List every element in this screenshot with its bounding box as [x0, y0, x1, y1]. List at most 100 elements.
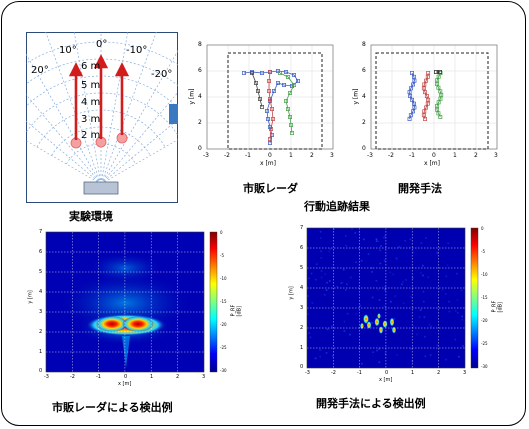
colorbar-label: P_RF [dB]	[230, 304, 243, 317]
y-axis-label: y [m]	[352, 88, 360, 105]
y-tick-7: 7	[300, 225, 304, 231]
x-axis-label: x [m]	[379, 377, 393, 383]
x-tick-2: 2	[310, 152, 314, 159]
y-tick-6: 6	[300, 245, 304, 251]
y-tick-8: 8	[198, 41, 202, 48]
y-tick-2: 2	[39, 329, 43, 335]
colorbar	[209, 231, 218, 373]
y-axis-label: y [m]	[288, 286, 295, 300]
x-tick-m1: -1	[409, 152, 415, 159]
angle-label-10: 10°	[59, 45, 77, 56]
x-tick-m3: -3	[203, 152, 209, 159]
y-tick-5: 5	[300, 265, 304, 271]
y-tick-0: 0	[39, 368, 43, 374]
y-tick-4: 4	[362, 93, 366, 100]
heatmap-developed-svg	[306, 227, 479, 369]
y-tick-0: 0	[362, 145, 366, 152]
radar-device	[83, 181, 119, 195]
x-tick-m2: -2	[224, 152, 230, 159]
angle-label-minus10: -10°	[126, 45, 148, 56]
x-tick-0: 0	[385, 370, 389, 376]
detection-commercial-caption: 市販レーダによる検出例	[52, 401, 173, 414]
y-axis-label: y [m]	[27, 290, 34, 304]
y-tick-4: 4	[300, 285, 304, 291]
x-tick-m1: -1	[96, 374, 101, 380]
x-tick-m3: -3	[44, 374, 49, 380]
y-tick-7: 7	[39, 229, 43, 235]
setup-svg	[26, 32, 178, 203]
y-tick-3: 3	[300, 305, 304, 311]
x-tick-m3: -3	[367, 152, 373, 159]
heatmap-commercial-svg	[45, 231, 218, 373]
distance-label-6m: 6 m	[81, 61, 101, 72]
x-tick-2: 2	[437, 370, 441, 376]
distance-label-2m: 2 m	[81, 130, 101, 141]
x-axis-label: x [m]	[424, 160, 440, 167]
distance-label-4m: 4 m	[81, 97, 101, 108]
tracking-developed-svg	[370, 44, 498, 150]
x-tick-3: 3	[463, 370, 467, 376]
tracking-plot-commercial: 8 6 4 2 0 y [m] -3 -2 -1 0 1 2 3 x [m]	[188, 39, 340, 174]
y-tick-6: 6	[362, 67, 366, 74]
y-tick-6: 6	[198, 67, 202, 74]
colorbar-label: P_RF [dB]	[491, 300, 504, 313]
detection-heatmap-commercial: 7 6 5 4 3 2 1 0 y [m] -3 -2 -1 0 1 2 3 x…	[28, 228, 247, 390]
colorbar-tick-25: -25	[481, 341, 488, 346]
x-tick-3: 3	[202, 374, 206, 380]
x-tick-1: 1	[453, 152, 457, 159]
x-axis-label: x [m]	[260, 160, 276, 167]
y-tick-0: 0	[300, 364, 304, 370]
x-axis-label: x [m]	[118, 381, 132, 387]
x-tick-0: 0	[268, 152, 272, 159]
colorbar-tick-20: -20	[481, 318, 488, 323]
colorbar	[470, 227, 479, 369]
colorbar-tick-30: -30	[220, 368, 227, 373]
angle-label-minus20: -20°	[151, 69, 173, 80]
y-tick-2: 2	[300, 325, 304, 331]
tracking-commercial-svg	[206, 44, 334, 150]
y-tick-1: 1	[39, 349, 43, 355]
trajectory-tracks	[242, 69, 300, 145]
x-tick-1: 1	[150, 374, 154, 380]
x-tick-m1: -1	[357, 370, 362, 376]
colorbar-tick-10: -10	[220, 276, 227, 281]
colorbar-tick-5: -5	[481, 249, 485, 254]
y-tick-3: 3	[39, 309, 43, 315]
heatmap-grid	[307, 228, 465, 368]
colorbar-tick-25: -25	[220, 345, 227, 350]
angle-label-20: 20°	[31, 65, 49, 76]
colorbar-tick-20: -20	[220, 322, 227, 327]
y-tick-8: 8	[362, 41, 366, 48]
y-axis-label: y [m]	[188, 88, 196, 105]
experiment-setup-diagram: 0° 10° -10° 20° -20° 6 m 5 m 4 m 3 m 2 m	[26, 32, 178, 203]
x-tick-m2: -2	[388, 152, 394, 159]
y-tick-6: 6	[39, 249, 43, 255]
detection-heatmap-developed: 7 6 5 4 3 2 1 0 y [m] -3 -2 -1 0 1 2 3 x…	[289, 224, 508, 386]
x-tick-0: 0	[124, 374, 128, 380]
y-tick-5: 5	[39, 269, 43, 275]
y-tick-4: 4	[39, 289, 43, 295]
colorbar-tick-15: -15	[481, 295, 488, 300]
distance-label-3m: 3 m	[81, 114, 101, 125]
x-tick-m2: -2	[331, 370, 336, 376]
colorbar-tick-10: -10	[481, 272, 488, 277]
angle-label-0: 0°	[96, 39, 108, 50]
x-tick-3: 3	[330, 152, 334, 159]
colorbar-tick-0: 0	[481, 226, 484, 231]
tracking-developed-caption: 開発手法	[398, 182, 442, 195]
y-tick-2: 2	[362, 119, 366, 126]
side-reflector	[169, 104, 178, 124]
y-tick-0: 0	[198, 145, 202, 152]
distance-label-5m: 5 m	[81, 80, 101, 91]
setup-caption: 実験環境	[69, 210, 113, 223]
colorbar-tick-15: -15	[220, 299, 227, 304]
heatmap-grid	[46, 232, 204, 372]
tracking-group-caption: 行動追跡結果	[304, 200, 370, 213]
movement-arrows	[68, 54, 130, 140]
x-tick-1: 1	[289, 152, 293, 159]
x-tick-1: 1	[411, 370, 415, 376]
detection-developed-caption: 開発手法による検出例	[316, 397, 426, 410]
colorbar-tick-30: -30	[481, 364, 488, 369]
tracking-commercial-caption: 市販レーダ	[243, 182, 298, 195]
